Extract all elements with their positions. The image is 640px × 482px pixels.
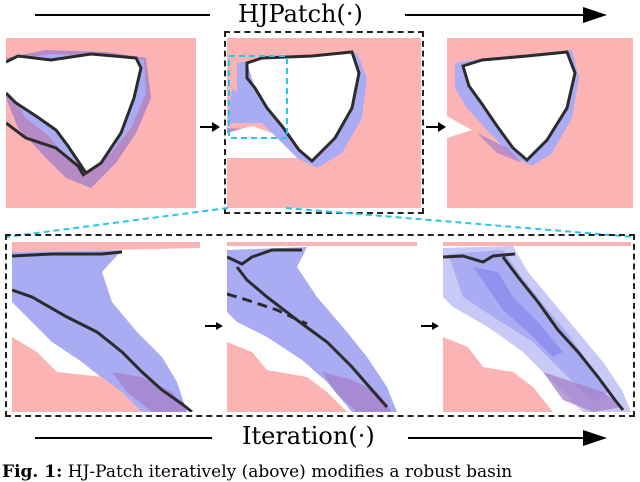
figure-caption: Fig. 1: HJ-Patch iteratively (above) mod… [2,462,512,482]
caption-text: HJ-Patch iteratively (above) modifies a … [67,462,513,482]
panel-bottom-1 [12,242,200,412]
top-title: HJPatch(·) [238,0,363,28]
panel-bottom-2 [227,242,417,412]
panel-top-2 [227,38,421,208]
arrow-right-icon [421,322,439,330]
panel-top-3 [447,38,633,208]
highlight-frame-top [224,31,424,214]
bottom-arrow [35,430,607,446]
zoom-frame-bottom [5,234,635,417]
zoom-connector [5,207,635,238]
top-arrow [35,7,607,23]
panel-bottom-3 [443,242,631,412]
arrow-right-icon [426,122,446,132]
arrow-right-icon [205,322,223,330]
bottom-title: Iteration(·) [242,422,375,450]
panel-top-1 [6,38,196,208]
caption-prefix: Fig. 1: [2,462,63,482]
arrow-right-icon [200,122,220,132]
